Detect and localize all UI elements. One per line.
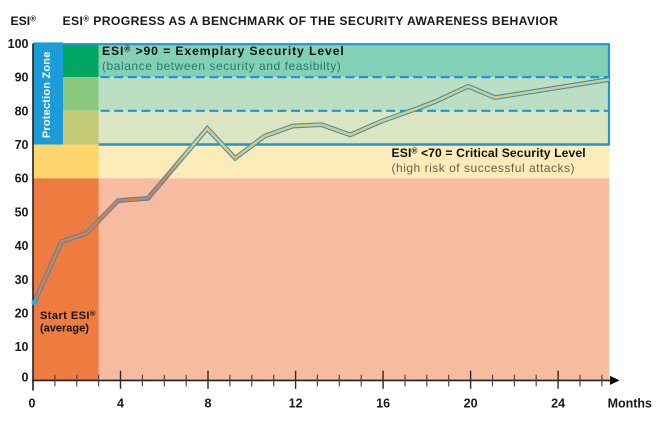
svg-text:4: 4 xyxy=(117,397,124,411)
svg-text:20: 20 xyxy=(15,307,29,321)
svg-text:(average): (average) xyxy=(40,323,89,335)
svg-text:30: 30 xyxy=(15,273,29,287)
svg-text:8: 8 xyxy=(205,397,212,411)
svg-text:16: 16 xyxy=(376,397,390,411)
svg-text:ESI®: ESI® xyxy=(11,14,37,28)
svg-text:Start ESI®: Start ESI® xyxy=(40,309,96,322)
svg-text:40: 40 xyxy=(15,239,29,253)
svg-text:10: 10 xyxy=(15,340,29,354)
svg-text:12: 12 xyxy=(289,397,303,411)
svg-text:Months: Months xyxy=(608,397,652,411)
svg-text:(high risk of successful attac: (high risk of successful attacks) xyxy=(392,161,576,175)
svg-text:20: 20 xyxy=(464,397,478,411)
svg-text:24: 24 xyxy=(551,397,565,411)
svg-text:90: 90 xyxy=(15,71,29,85)
svg-text:0: 0 xyxy=(29,397,36,411)
svg-text:60: 60 xyxy=(15,172,29,186)
svg-text:ESI® >90 = Exemplary Security: ESI® >90 = Exemplary Security Level xyxy=(102,44,345,58)
svg-text:100: 100 xyxy=(8,37,29,51)
svg-text:70: 70 xyxy=(15,138,29,152)
svg-text:ESI® <70 = Critical Security L: ESI® <70 = Critical Security Level xyxy=(392,146,586,160)
svg-text:Protection Zone: Protection Zone xyxy=(41,51,53,138)
svg-text:ESI® PROGRESS AS A BENCHMARK O: ESI® PROGRESS AS A BENCHMARK OF THE SECU… xyxy=(63,14,559,28)
svg-text:50: 50 xyxy=(15,205,29,219)
svg-text:0: 0 xyxy=(22,371,29,385)
svg-text:80: 80 xyxy=(15,104,29,118)
svg-text:(balance between security and: (balance between security and feasibilty… xyxy=(102,59,341,73)
